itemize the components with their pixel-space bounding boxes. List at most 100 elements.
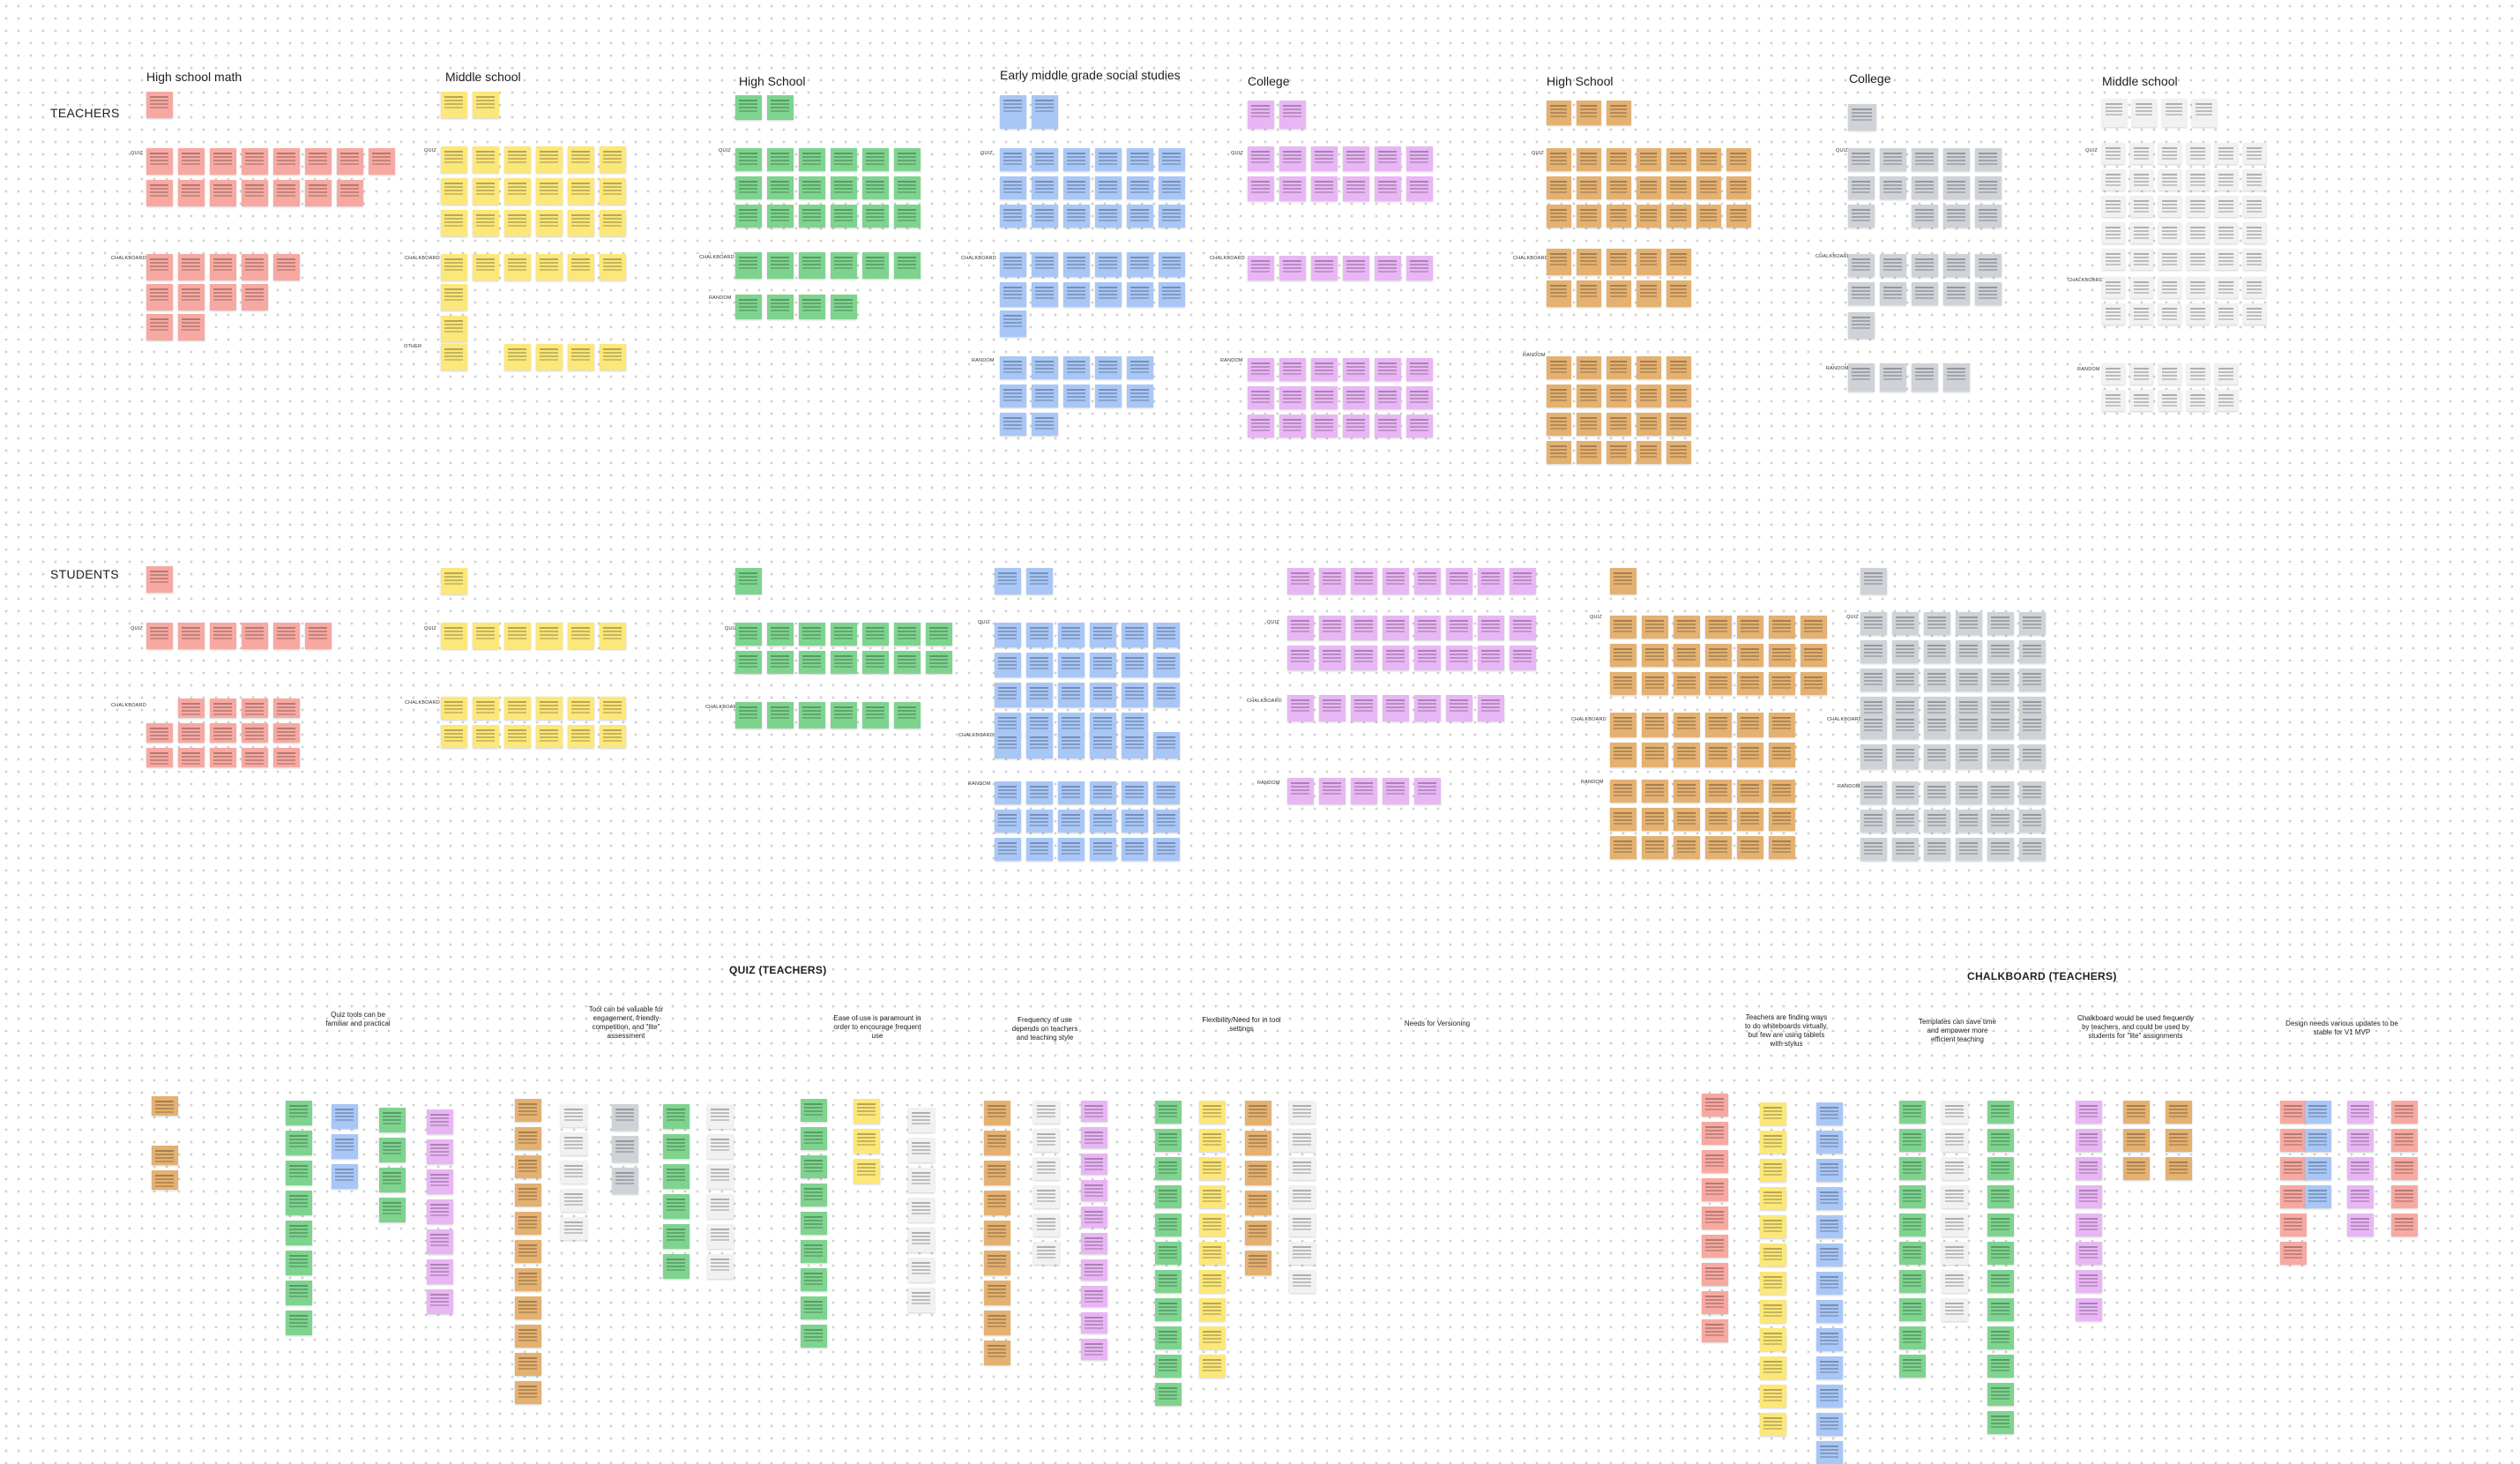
sticky-note[interactable] xyxy=(2391,1129,2418,1152)
sticky-note[interactable] xyxy=(1674,808,1700,831)
sticky-note[interactable] xyxy=(1705,808,1732,831)
sticky-note[interactable] xyxy=(1943,148,1970,171)
sticky-note[interactable] xyxy=(767,148,794,171)
sticky-note[interactable] xyxy=(536,210,563,236)
sticky-note[interactable] xyxy=(2215,169,2238,190)
sticky-note[interactable] xyxy=(1760,1356,1786,1379)
sticky-note[interactable] xyxy=(1666,205,1691,228)
sticky-note[interactable] xyxy=(286,1251,312,1275)
sticky-note[interactable] xyxy=(1287,695,1314,721)
sticky-note[interactable] xyxy=(1095,148,1122,171)
sticky-note[interactable] xyxy=(305,180,332,206)
sticky-note[interactable] xyxy=(831,623,857,646)
sticky-note[interactable] xyxy=(1702,1178,1728,1201)
sticky-note[interactable] xyxy=(1956,640,1982,663)
sticky-note[interactable] xyxy=(1547,148,1571,171)
sticky-note[interactable] xyxy=(1058,653,1085,677)
sticky-note[interactable] xyxy=(2347,1129,2374,1152)
sticky-note[interactable] xyxy=(1637,280,1661,307)
sticky-note[interactable] xyxy=(801,1296,827,1319)
sticky-note[interactable] xyxy=(1899,1326,1926,1349)
sticky-note[interactable] xyxy=(2076,1242,2102,1265)
sticky-note[interactable] xyxy=(1801,616,1827,639)
sticky-note[interactable] xyxy=(1577,413,1601,436)
sticky-note[interactable] xyxy=(178,314,205,340)
sticky-note[interactable] xyxy=(2187,363,2210,385)
sticky-note[interactable] xyxy=(984,1191,1010,1215)
sticky-note[interactable] xyxy=(242,254,268,280)
sticky-note[interactable] xyxy=(1816,1385,1843,1408)
sticky-note[interactable] xyxy=(210,284,236,310)
sticky-note[interactable] xyxy=(441,316,467,342)
sticky-note[interactable] xyxy=(1696,176,1721,199)
sticky-note[interactable] xyxy=(1816,1413,1843,1436)
sticky-note[interactable] xyxy=(2280,1242,2307,1265)
sticky-note[interactable] xyxy=(1943,282,1970,305)
sticky-note[interactable] xyxy=(561,1189,587,1212)
sticky-note[interactable] xyxy=(1956,810,1982,833)
sticky-note[interactable] xyxy=(1737,616,1763,639)
sticky-note[interactable] xyxy=(1956,744,1982,769)
sticky-note[interactable] xyxy=(1987,1298,2014,1321)
sticky-note[interactable] xyxy=(242,148,268,175)
sticky-note[interactable] xyxy=(1726,176,1751,199)
sticky-note[interactable] xyxy=(1987,1101,2014,1124)
sticky-note[interactable] xyxy=(1674,743,1700,767)
sticky-note[interactable] xyxy=(1987,1355,2014,1378)
sticky-note[interactable] xyxy=(1081,1312,1107,1333)
sticky-note[interactable] xyxy=(1311,386,1338,409)
sticky-note[interactable] xyxy=(273,723,300,743)
sticky-note[interactable] xyxy=(1155,1157,1182,1180)
sticky-note[interactable] xyxy=(1607,205,1631,228)
sticky-note[interactable] xyxy=(2130,249,2153,270)
sticky-note[interactable] xyxy=(908,1108,935,1132)
sticky-note[interactable] xyxy=(1311,176,1338,201)
sticky-note[interactable] xyxy=(1287,778,1314,804)
sticky-note[interactable] xyxy=(1666,385,1691,407)
sticky-note[interactable] xyxy=(1510,646,1536,670)
sticky-note[interactable] xyxy=(1610,616,1637,639)
sticky-note[interactable] xyxy=(2166,1101,2192,1124)
sticky-note[interactable] xyxy=(1607,441,1631,464)
sticky-note[interactable] xyxy=(1058,732,1085,758)
sticky-note[interactable] xyxy=(1248,176,1274,201)
sticky-note[interactable] xyxy=(2130,303,2153,325)
sticky-note[interactable] xyxy=(1912,176,1938,199)
sticky-note[interactable] xyxy=(1577,280,1601,307)
sticky-note[interactable] xyxy=(1383,695,1409,721)
sticky-note[interactable] xyxy=(1760,1131,1786,1154)
sticky-note[interactable] xyxy=(2391,1157,2418,1180)
sticky-note[interactable] xyxy=(1577,176,1601,199)
sticky-note[interactable] xyxy=(242,723,268,743)
sticky-note[interactable] xyxy=(663,1134,690,1159)
sticky-note[interactable] xyxy=(1081,1259,1107,1281)
sticky-note[interactable] xyxy=(1289,1270,1316,1293)
sticky-note[interactable] xyxy=(2076,1298,2102,1321)
sticky-note[interactable] xyxy=(2019,669,2046,691)
sticky-note[interactable] xyxy=(286,1131,312,1155)
sticky-note[interactable] xyxy=(1848,104,1876,131)
sticky-note[interactable] xyxy=(1899,1101,1926,1124)
sticky-note[interactable] xyxy=(600,254,626,280)
sticky-note[interactable] xyxy=(2215,222,2238,243)
sticky-note[interactable] xyxy=(1674,644,1700,667)
sticky-note[interactable] xyxy=(146,623,173,649)
sticky-note[interactable] xyxy=(707,1254,734,1279)
sticky-note[interactable] xyxy=(1287,646,1314,670)
sticky-note[interactable] xyxy=(1702,1122,1728,1145)
sticky-note[interactable] xyxy=(1666,441,1691,464)
sticky-note[interactable] xyxy=(1942,1185,1968,1208)
sticky-note[interactable] xyxy=(1343,256,1369,280)
sticky-note[interactable] xyxy=(1943,176,1970,199)
sticky-note[interactable] xyxy=(337,180,363,206)
sticky-note[interactable] xyxy=(1090,653,1116,677)
sticky-note[interactable] xyxy=(2215,303,2238,325)
sticky-note[interactable] xyxy=(1642,616,1668,639)
sticky-note[interactable] xyxy=(1760,1300,1786,1323)
sticky-note[interactable] xyxy=(2166,1129,2192,1152)
sticky-note[interactable] xyxy=(152,1146,178,1165)
sticky-note[interactable] xyxy=(1406,358,1433,381)
sticky-note[interactable] xyxy=(1000,310,1026,337)
sticky-note[interactable] xyxy=(1478,568,1504,594)
sticky-note[interactable] xyxy=(984,1311,1010,1335)
